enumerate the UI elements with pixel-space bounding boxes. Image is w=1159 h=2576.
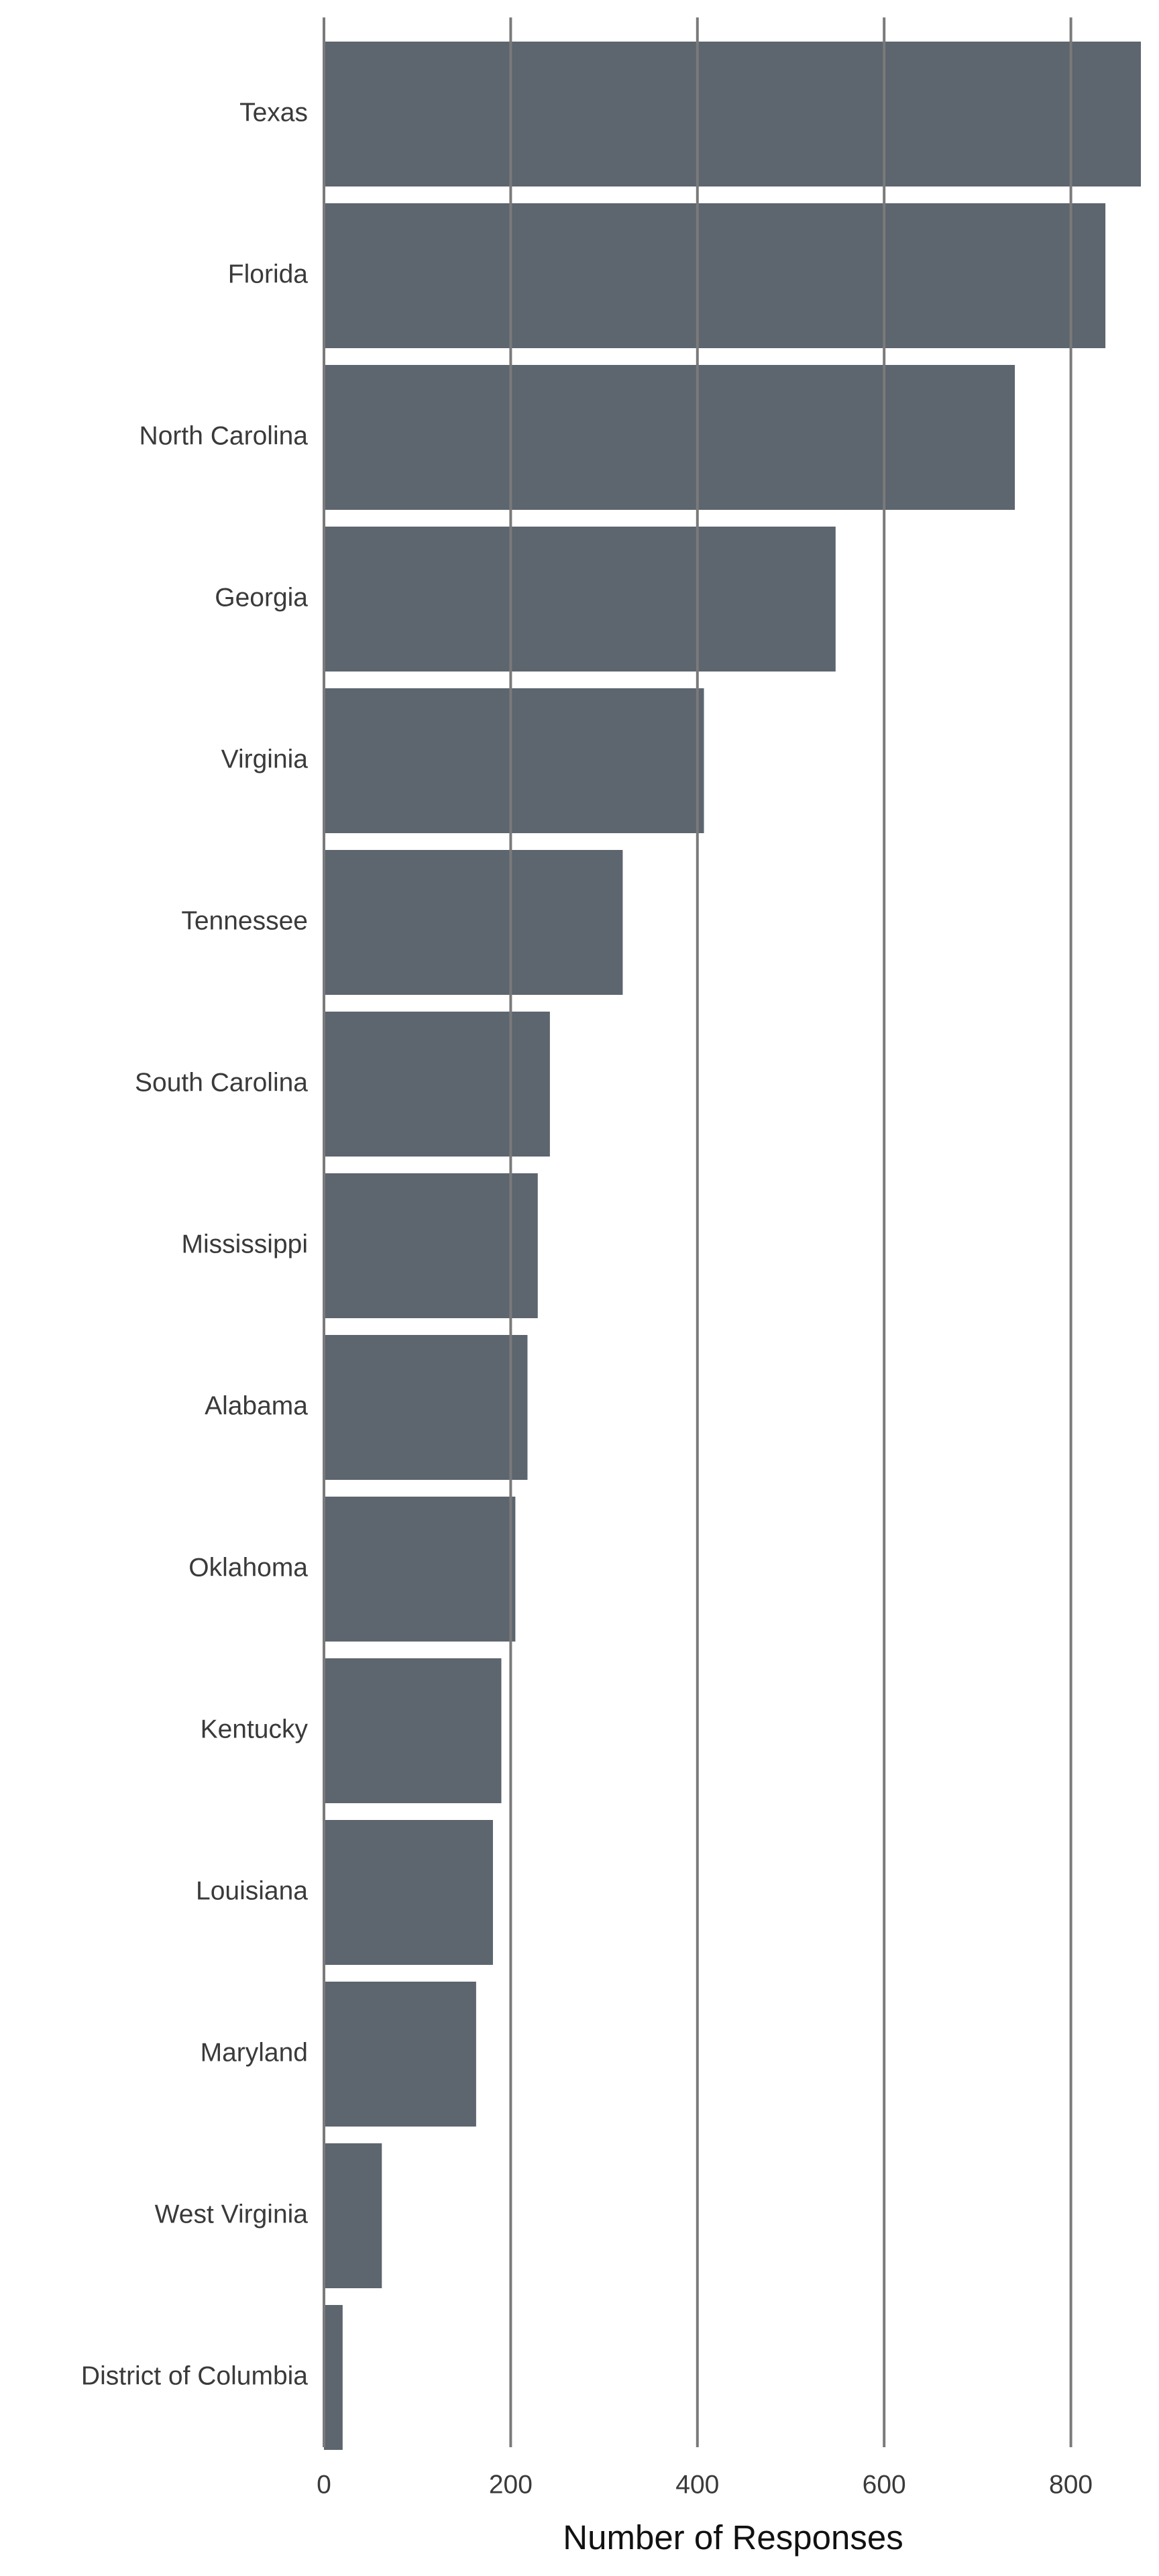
bar-maryland	[324, 1982, 476, 2127]
bar-texas	[324, 42, 1141, 186]
category-label-florida: Florida	[228, 260, 309, 288]
category-label-north-carolina: North Carolina	[140, 421, 309, 450]
bar-oklahoma	[324, 1497, 516, 1642]
category-label-south-carolina: South Carolina	[135, 1068, 308, 1097]
bar-south-carolina	[324, 1012, 550, 1157]
bar-west-virginia	[324, 2143, 382, 2288]
category-label-georgia: Georgia	[215, 583, 308, 612]
category-label-district-of-columbia: District of Columbia	[81, 2361, 308, 2390]
bar-mississippi	[324, 1173, 538, 1318]
category-label-tennessee: Tennessee	[181, 906, 308, 935]
category-label-kentucky: Kentucky	[201, 1715, 309, 1743]
bar-louisiana	[324, 1820, 493, 1965]
category-label-louisiana: Louisiana	[196, 1876, 308, 1905]
category-label-texas: Texas	[239, 98, 308, 127]
category-label-maryland: Maryland	[201, 2038, 308, 2067]
bar-district-of-columbia	[324, 2305, 343, 2450]
bar-north-carolina	[324, 365, 1015, 510]
bars-group	[324, 42, 1141, 2450]
bar-tennessee	[324, 850, 623, 995]
category-label-oklahoma: Oklahoma	[188, 1553, 308, 1582]
category-labels-group: Texas Florida North Carolina Georgia Virgini…	[81, 98, 309, 2390]
x-axis-title: Number of Responses	[563, 2518, 903, 2557]
x-tick-label-800: 800	[1049, 2470, 1093, 2499]
bar-florida	[324, 203, 1106, 348]
x-tick-label-200: 200	[489, 2470, 533, 2499]
x-tick-labels-group: 0 200 400 600 800	[317, 2470, 1093, 2499]
x-tick-label-0: 0	[317, 2470, 331, 2499]
category-label-mississippi: Mississippi	[181, 1230, 308, 1258]
gridlines-group	[323, 17, 1072, 2447]
bar-alabama	[324, 1335, 528, 1480]
bar-virginia	[324, 688, 704, 833]
category-label-west-virginia: West Virginia	[155, 2200, 309, 2229]
x-tick-label-400: 400	[675, 2470, 719, 2499]
bar-kentucky	[324, 1658, 502, 1803]
x-tick-label-600: 600	[863, 2470, 906, 2499]
bar-georgia	[324, 527, 836, 672]
category-label-virginia: Virginia	[221, 745, 309, 773]
category-label-alabama: Alabama	[205, 1391, 308, 1420]
